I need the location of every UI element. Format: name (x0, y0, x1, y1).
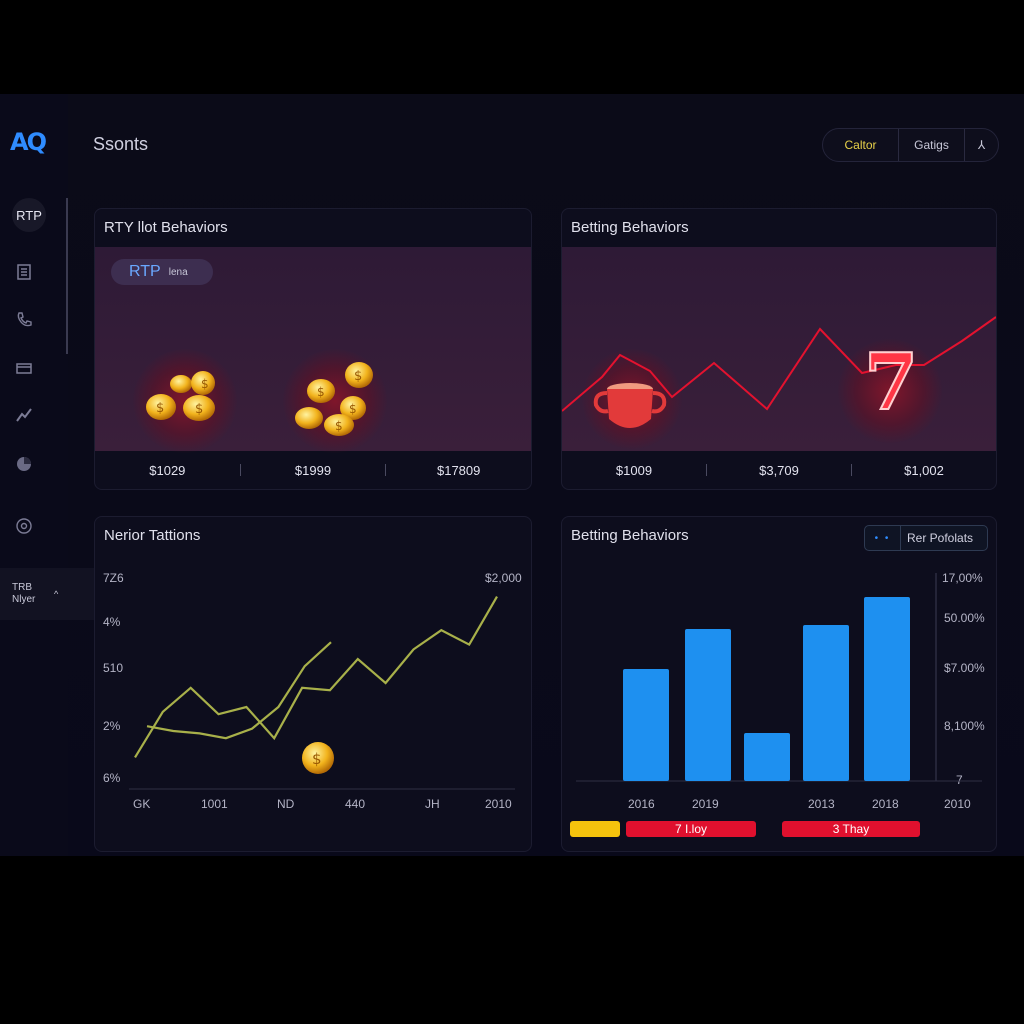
svg-text:$: $ (349, 402, 357, 416)
values-row: $1009 $3,709 $1,002 (562, 451, 996, 489)
legend-label: Rer Pofolats (907, 531, 974, 545)
value-1: $1009 (615, 462, 653, 478)
value-2: $3,709 (759, 462, 799, 478)
svg-text:7: 7 (864, 345, 918, 417)
legend-pill-yellow[interactable] (570, 821, 620, 837)
glow (283, 349, 387, 453)
legend-pill-red[interactable]: 3 Thay (782, 821, 920, 837)
trend-line (562, 316, 996, 412)
coins-icon: $ $ $ (146, 371, 215, 421)
card-title: RTY llot Behaviors (104, 219, 228, 236)
sidebar-scrollbar[interactable] (66, 198, 68, 354)
x-tick-label: ND (277, 797, 295, 811)
svg-text:$: $ (354, 369, 362, 384)
line-chart-card: Nerior Tattions 7Z6 4% 510 2% 6% $2,000 … (94, 516, 532, 852)
legend-filter-button[interactable]: • • Rer Pofolats (864, 525, 988, 551)
y-tick-label: 17,00% (942, 571, 983, 585)
rtp-slot-card: RTY llot Behaviors RTP lena $ $ $ (94, 208, 532, 490)
card-banner: 7 (562, 247, 996, 451)
glow (838, 339, 942, 443)
line-chart-plot (129, 596, 515, 790)
bar[interactable] (803, 625, 849, 781)
top-right-label: $2,000 (485, 571, 522, 585)
svg-text:$: $ (312, 750, 322, 768)
x-tick-label: 1001 (201, 797, 228, 811)
coin-icon: $ (302, 742, 334, 774)
value-3: $1,002 (904, 462, 944, 478)
svg-text:$: $ (201, 377, 209, 391)
x-tick-label: 2016 (628, 797, 655, 811)
coins-icon: $ $ $ $ (295, 362, 373, 436)
value-1: $1029 (149, 462, 186, 478)
header-menu-button[interactable]: ⅄ (977, 138, 986, 152)
y-tick-label: $7.00% (944, 661, 985, 675)
divider (385, 464, 387, 476)
bar[interactable] (744, 733, 790, 781)
divider (851, 464, 852, 476)
svg-text:$: $ (317, 385, 325, 399)
y-tick-label: 510 (103, 661, 124, 675)
bar[interactable] (864, 597, 910, 781)
card-title: Betting Behaviors (571, 219, 689, 236)
gatigs-button[interactable]: Gatigs (899, 129, 965, 161)
wallet-icon[interactable] (14, 358, 34, 378)
page-title: Ssonts (93, 134, 149, 154)
bar-chart-card: Betting Behaviors • • Rer Pofolats 17,00… (561, 516, 997, 852)
sidebar: AQ RTP (0, 94, 68, 856)
x-tick-label: JH (425, 797, 440, 811)
logo: AQ (10, 128, 47, 156)
betting-behaviors-card: Betting Behaviors 7 $1009 $3,709 $1,002 (561, 208, 997, 490)
lucky-seven-icon: 7 (863, 345, 919, 417)
bar-chart-plot (576, 573, 982, 782)
tooltip-line-2: Nlyer (12, 594, 36, 605)
dots-icon: • • (865, 526, 901, 550)
x-tick-label: GK (133, 797, 151, 811)
x-tick-label: 2013 (808, 797, 835, 811)
header-controls: Caltor Gatigs ⅄ (822, 128, 999, 162)
trophy-cup-icon (593, 383, 667, 428)
line-series-2 (146, 641, 332, 740)
svg-text:$: $ (195, 402, 203, 417)
x-tick-label: 2010 (944, 797, 971, 811)
bar[interactable] (623, 669, 669, 781)
value-2: $1999 (294, 462, 332, 478)
y-tick-label: 4% (103, 615, 121, 629)
rtp-pill[interactable]: RTP lena (111, 259, 213, 285)
rtp-pill-label: RTP (129, 263, 161, 280)
report-icon[interactable] (14, 262, 34, 282)
pie-icon[interactable] (14, 454, 34, 474)
sidebar-item-rtp[interactable]: RTP (12, 198, 46, 232)
phone-icon[interactable] (14, 310, 34, 330)
y-tick-label: 2% (103, 719, 121, 733)
rtp-pill-sublabel: lena (168, 266, 188, 278)
legend-pill-red[interactable]: 7 I.loy (626, 821, 756, 837)
card-title: Nerior Tattions (104, 527, 201, 544)
line-series-1 (134, 596, 498, 758)
divider (706, 464, 707, 476)
app-window: AQ RTP TRB Nlyer ^ Ssonts Caltor Gatigs … (0, 94, 1024, 856)
bar[interactable] (685, 629, 731, 781)
divider (239, 464, 241, 476)
chevron-up-icon[interactable]: ^ (54, 589, 59, 599)
svg-text:$: $ (335, 419, 343, 433)
chart-icon[interactable] (14, 404, 34, 424)
card-banner: RTP lena $ $ $ $ (95, 247, 531, 453)
values-row: $1029 $1999 $17809 (95, 451, 531, 489)
x-tick-label: 440 (345, 797, 366, 811)
sidebar-tooltip: TRB Nlyer ^ (0, 568, 108, 620)
value-3: $17809 (436, 462, 481, 478)
x-tick-label: 2018 (872, 797, 899, 811)
settings-icon[interactable] (14, 516, 34, 536)
y-tick-label: 7Z6 (103, 571, 124, 585)
y-tick-label: 50.00% (944, 611, 985, 625)
x-tick-label: 2010 (485, 797, 512, 811)
svg-text:$: $ (156, 401, 164, 416)
caltor-button[interactable]: Caltor (823, 129, 899, 161)
tooltip-line-1: TRB (12, 582, 32, 593)
x-tick-label: 2019 (692, 797, 719, 811)
y-tick-label: 8,100% (944, 719, 985, 733)
card-title: Betting Behaviors (571, 527, 689, 544)
y-tick-label: 7 (956, 773, 963, 787)
y-tick-label: 6% (103, 771, 121, 785)
